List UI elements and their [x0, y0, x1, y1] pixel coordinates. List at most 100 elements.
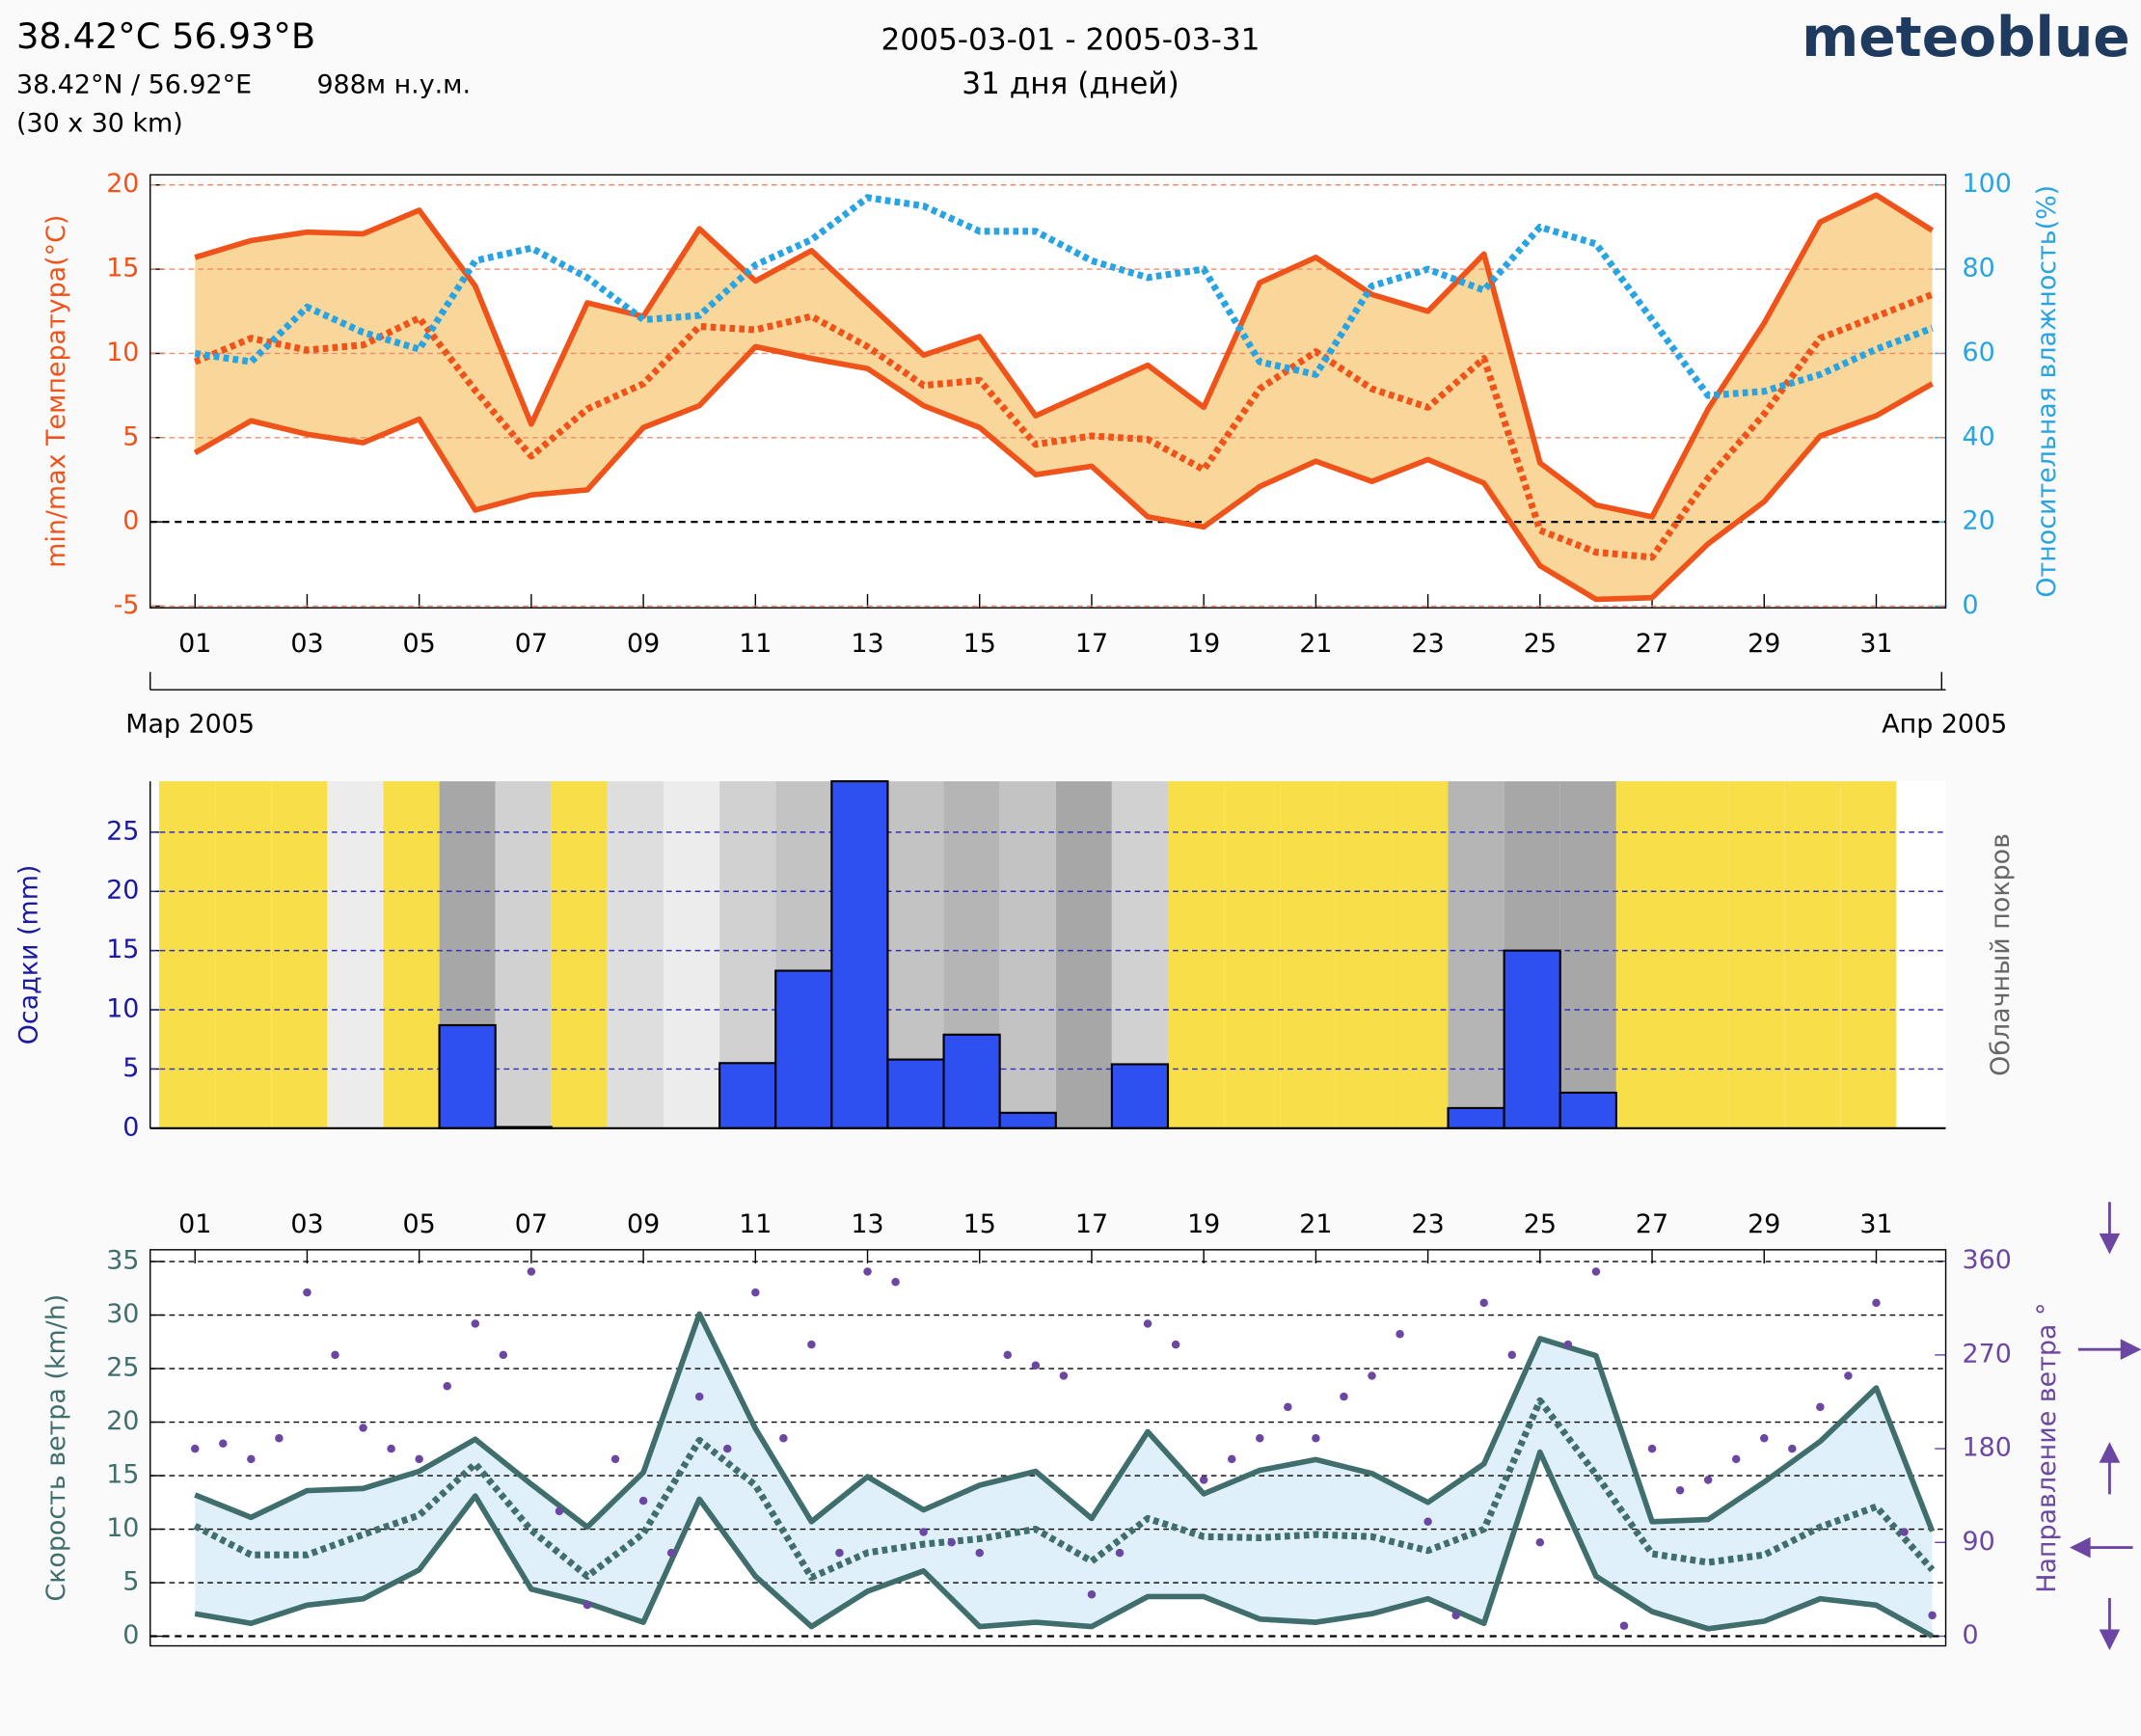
y2-axis-label: Облачный покров [1986, 833, 2016, 1076]
coordinates: 38.42°N / 56.92°E [16, 70, 252, 100]
direction-dot [1900, 1528, 1909, 1536]
direction-dot [1284, 1402, 1292, 1412]
direction-dot [1872, 1298, 1881, 1308]
bar [830, 780, 889, 1129]
direction-dot [863, 1267, 872, 1276]
direction-dot [835, 1548, 844, 1558]
direction-dot [1647, 1444, 1657, 1453]
direction-dot [1368, 1371, 1376, 1380]
cloud-stripe [271, 781, 328, 1128]
y2-tick-label: 80 [1963, 254, 1995, 284]
x-tick-label: 27 [1636, 1209, 1668, 1239]
brand: meteoblue [1802, 6, 2129, 69]
y2-tick-label: 0 [1963, 590, 1979, 620]
y-tick-label: 25 [106, 1353, 139, 1383]
x-tick-label: 07 [515, 629, 548, 659]
direction-dot [694, 1392, 704, 1401]
direction-dot [1256, 1434, 1264, 1443]
y-tick-label: 20 [106, 169, 139, 199]
direction-dot [975, 1548, 984, 1558]
cloud-stripe [551, 781, 608, 1128]
direction-dot [555, 1506, 564, 1516]
direction-dot [1423, 1517, 1432, 1526]
x-tick-label: 17 [1075, 629, 1108, 659]
direction-dot [1171, 1340, 1180, 1349]
y-tick-label: 10 [106, 994, 139, 1024]
bar [438, 1023, 497, 1129]
x-tick-label: 15 [963, 629, 996, 659]
y-tick-label: 20 [106, 1406, 139, 1436]
direction-dot [638, 1496, 648, 1505]
direction-dot [499, 1350, 508, 1360]
direction-dot [1087, 1590, 1097, 1599]
x-tick-label: 29 [1748, 1209, 1780, 1239]
x-tick-label: 31 [1859, 1209, 1892, 1239]
cloud-stripe [1336, 781, 1393, 1128]
series-line [194, 1311, 1936, 1533]
x-tick-label: 23 [1412, 629, 1445, 659]
direction-dot [751, 1288, 760, 1297]
y-tick-label: 10 [106, 338, 139, 367]
direction-dot [919, 1528, 928, 1536]
direction-dot [807, 1340, 816, 1349]
cloud-stripe [1055, 781, 1112, 1128]
direction-dot [275, 1434, 284, 1443]
bar [718, 1062, 777, 1129]
x-tick-label: 19 [1187, 629, 1220, 659]
month-label: Мар 2005 [125, 710, 255, 740]
direction-dot [1479, 1298, 1488, 1308]
x-tick-label: 27 [1636, 629, 1668, 659]
x-tick-label: 11 [739, 629, 772, 659]
cloud-stripe [1280, 781, 1337, 1128]
y-tick-label: 0 [122, 1620, 139, 1650]
cloud-stripe [383, 781, 440, 1128]
y2-tick-label: 100 [1963, 169, 2012, 199]
cloud-stripe [999, 781, 1056, 1128]
y-axis-label: min/max Температура(°C) [41, 215, 71, 568]
cloud-stripe [1840, 781, 1897, 1128]
y-tick-label: 15 [106, 1460, 139, 1490]
direction-dot [583, 1600, 592, 1610]
y2-axis-label: Относительная влажность(%) [2032, 185, 2062, 598]
direction-dot [415, 1454, 423, 1464]
direction-dot [1535, 1538, 1545, 1547]
x-tick-label: 17 [1075, 1209, 1108, 1239]
direction-dot [1703, 1476, 1713, 1484]
y-tick-label: 0 [122, 506, 139, 536]
direction-dot [387, 1444, 395, 1453]
cloud-stripe [664, 781, 720, 1128]
plot-border [149, 1249, 1947, 1647]
direction-dot [1788, 1444, 1797, 1453]
direction-dot [1928, 1611, 1937, 1620]
range-band [195, 1314, 1933, 1637]
cloud-stripe [1224, 781, 1281, 1128]
location-title: 38.42°C 56.93°B [16, 15, 315, 57]
y-tick-label: 5 [122, 1567, 139, 1597]
direction-dot [1619, 1621, 1629, 1630]
y-axis-label: Скорость ветра (km/h) [41, 1294, 71, 1602]
x-tick-label: 03 [290, 629, 323, 659]
cloud-stripe [1615, 781, 1672, 1128]
y-tick-label: 0 [122, 1112, 139, 1142]
x-tick-label: 09 [627, 1209, 660, 1239]
direction-dot [1003, 1350, 1013, 1360]
direction-dot [1396, 1330, 1404, 1339]
y-tick-label: 5 [122, 1053, 139, 1083]
direction-dot [1031, 1361, 1041, 1370]
y-tick-label: 30 [106, 1299, 139, 1329]
cloud-stripe [607, 781, 664, 1128]
direction-dot [1591, 1267, 1601, 1276]
direction-dot [1563, 1340, 1573, 1349]
direction-dot [610, 1454, 620, 1464]
x-tick-label: 13 [851, 629, 883, 659]
direction-dot [723, 1444, 732, 1453]
y2-tick-label: 0 [1963, 1620, 1979, 1650]
direction-dot [1115, 1548, 1125, 1558]
x-tick-label: 31 [1859, 629, 1892, 659]
y-tick-label: 25 [106, 816, 139, 846]
x-tick-label: 01 [178, 1209, 211, 1239]
x-tick-label: 13 [851, 1209, 883, 1239]
period: 2005-03-01 - 2005-03-31 [881, 22, 1260, 57]
